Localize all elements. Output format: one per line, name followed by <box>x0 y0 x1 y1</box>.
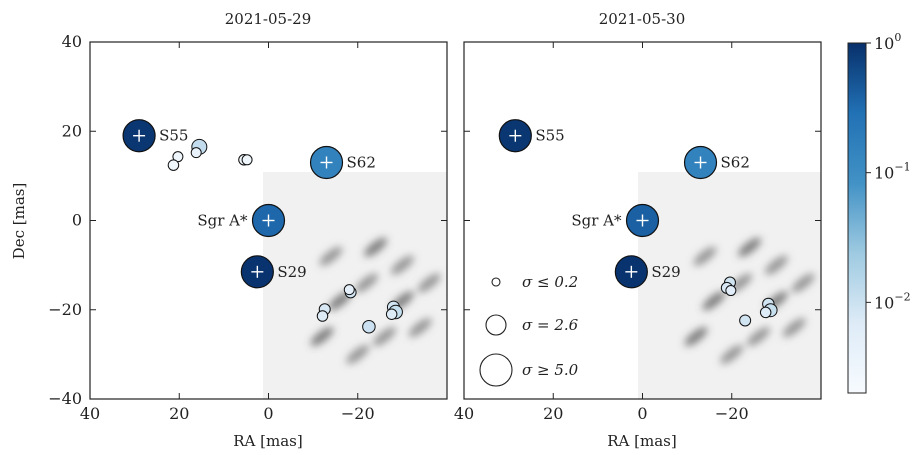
colorbar-tick-label: 100 <box>874 31 901 53</box>
y-tick-label: −20 <box>48 300 82 319</box>
residual-stripe <box>782 318 806 338</box>
panel-1-ticks: 40 20 0 −20 40 20 0 −20 −40 <box>48 32 447 423</box>
residual-stripe <box>328 291 352 311</box>
y-tick-label: 0 <box>72 211 82 230</box>
residual-stripe <box>373 327 396 347</box>
residual-point <box>343 284 355 296</box>
residual-point <box>725 285 737 297</box>
source-label: Sgr A* <box>571 212 622 230</box>
x-tick-label: 40 <box>80 404 100 423</box>
legend-marker <box>491 277 501 287</box>
residual-point <box>167 159 180 171</box>
x-tick-label: 20 <box>169 404 189 423</box>
colorbar-tick-label: 10−1 <box>874 161 911 183</box>
source-label: S55 <box>535 127 564 145</box>
x-tick-label: −20 <box>341 404 375 423</box>
residual-stripe <box>747 327 770 347</box>
x-tick-label: −20 <box>715 404 749 423</box>
x-tick-label: 0 <box>637 404 647 423</box>
y-tick-label: 20 <box>62 121 82 140</box>
y-tick-label: −40 <box>48 389 82 408</box>
x-tick-label: 20 <box>543 404 563 423</box>
residual-stripe <box>417 273 441 293</box>
legend-marker <box>479 353 513 387</box>
source-label: S29 <box>277 263 306 281</box>
size-legend: σ ≤ 0.2 σ = 2.6 σ ≥ 5.0 <box>479 273 579 387</box>
residual-stripe <box>390 255 414 275</box>
residual-stripe <box>702 291 726 311</box>
residual-stripe <box>364 237 388 257</box>
residual-point <box>241 154 253 166</box>
legend-label: σ ≤ 0.2 <box>522 273 578 291</box>
source-label: Sgr A* <box>197 212 248 230</box>
source-label: S62 <box>721 153 750 171</box>
colorbar-ticks: 100 10−1 10−2 <box>866 31 911 312</box>
panel-1-residual-points <box>167 138 403 334</box>
residual-stripe <box>791 273 815 293</box>
residual-point <box>362 319 376 334</box>
residual-stripe <box>310 327 334 347</box>
residual-stripe <box>693 246 717 266</box>
colorbar-tick-label: 10−2 <box>874 290 911 312</box>
y-tick-label: 40 <box>62 32 82 51</box>
panel-1: 2021-05-29 S55 S62 Sgr A* S29 40 20 0 −20 40 20 0… <box>10 10 448 450</box>
panel-1-residual-map <box>263 172 447 399</box>
residual-point <box>190 147 202 159</box>
panel-1-ylabel: Dec [mas] <box>10 183 28 260</box>
panel-1-title: 2021-05-29 <box>225 10 311 28</box>
residual-point <box>759 306 772 319</box>
residual-stripe <box>355 273 379 293</box>
panel-1-xlabel: RA [mas] <box>233 432 302 450</box>
legend-label: σ ≥ 5.0 <box>522 361 579 379</box>
panel-2-xlabel: RA [mas] <box>607 432 676 450</box>
x-tick-label: 40 <box>454 404 474 423</box>
residual-stripe <box>319 246 343 266</box>
residual-stripe <box>720 344 744 364</box>
source-label: S29 <box>651 263 680 281</box>
residual-stripe <box>346 344 370 364</box>
residual-point <box>316 310 329 322</box>
residual-stripe <box>408 318 432 338</box>
legend-marker <box>485 314 507 336</box>
residual-point <box>739 314 752 327</box>
panel-2-ticks: 40 20 0 −20 <box>454 41 821 423</box>
panel-2-residual-points <box>720 276 778 327</box>
residual-point <box>385 308 398 320</box>
legend-label: σ = 2.6 <box>522 316 579 334</box>
panel-2: 2021-05-30 S55 S62 Sgr A* S29 σ ≤ 0.2 σ = 2.… <box>454 10 822 450</box>
panel-1-sources: S55 S62 Sgr A* S29 <box>122 119 376 289</box>
source-label: S55 <box>159 127 188 145</box>
source-label: S62 <box>347 153 376 171</box>
colorbar-gradient <box>847 42 867 394</box>
residual-stripe <box>738 237 762 257</box>
panel-2-sources: S55 S62 Sgr A* S29 <box>498 119 750 289</box>
residual-stripe <box>764 255 788 275</box>
colorbar: 100 10−1 10−2 <box>847 31 911 394</box>
residual-stripe <box>684 327 708 347</box>
panel-2-title: 2021-05-30 <box>599 10 685 28</box>
x-tick-label: 0 <box>263 404 273 423</box>
